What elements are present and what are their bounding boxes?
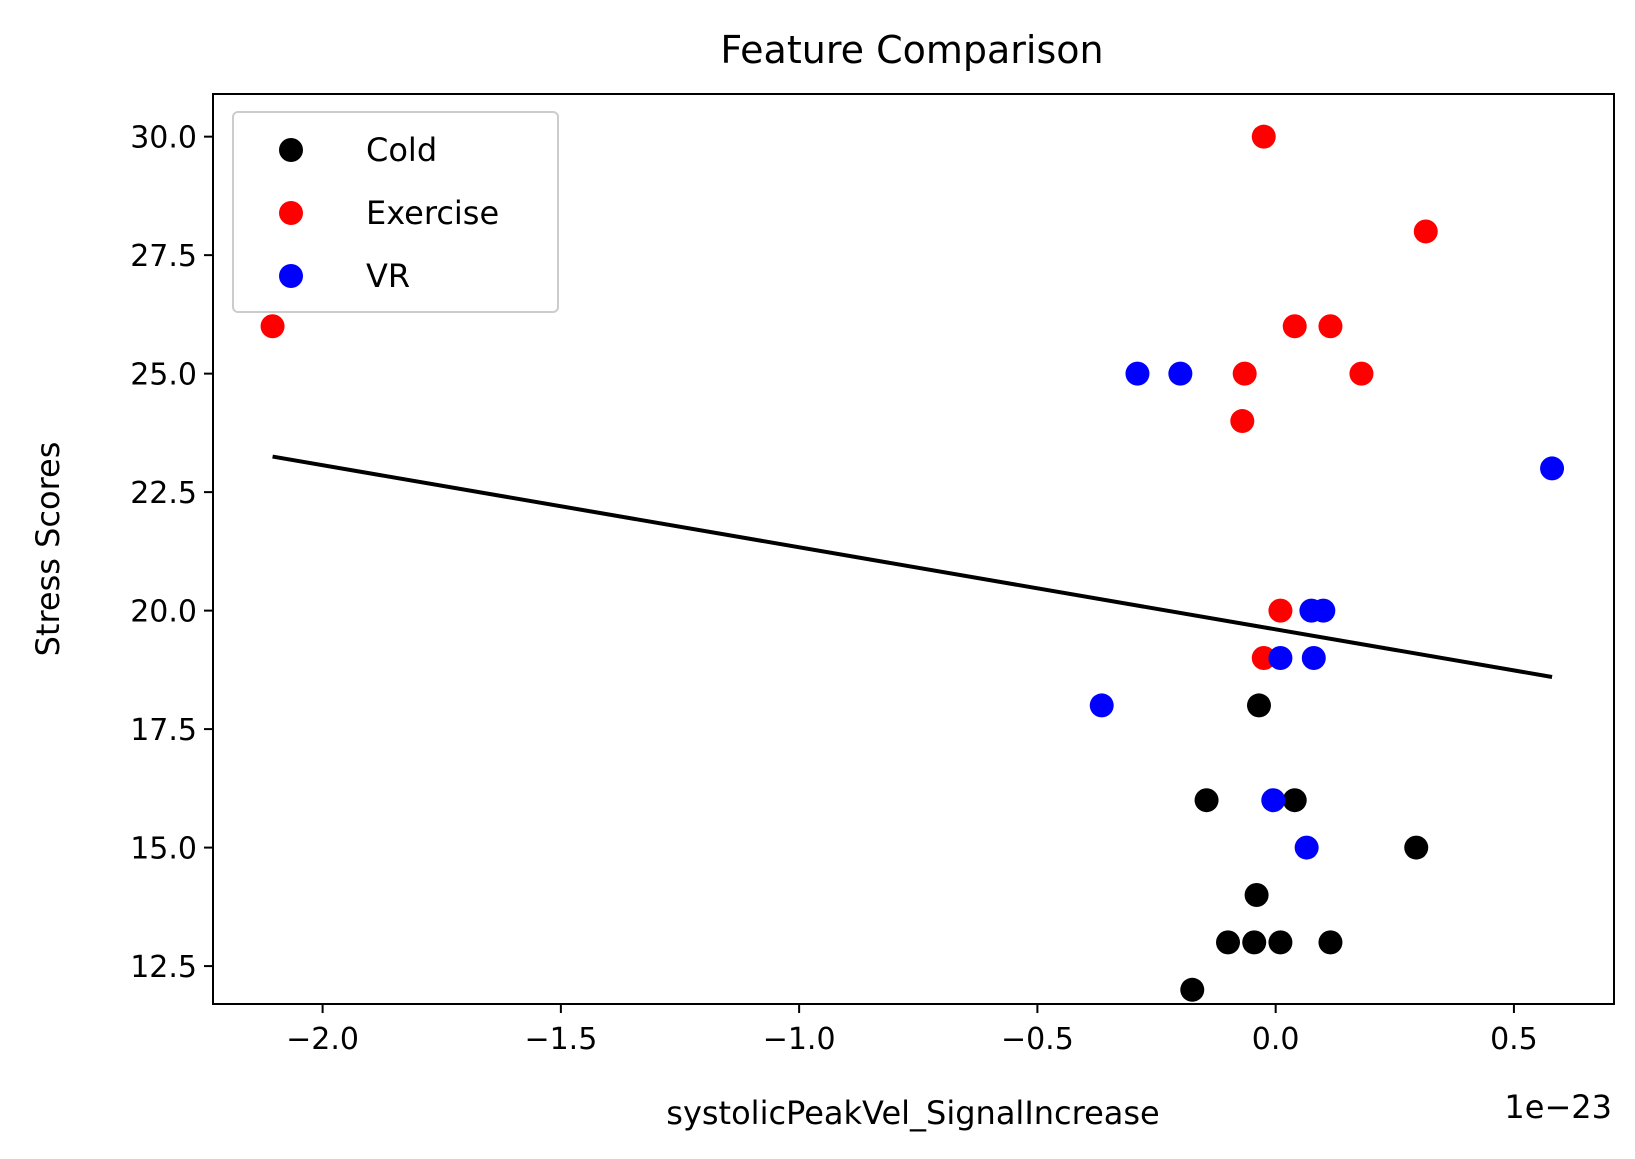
y-tick-label: 15.0 xyxy=(130,832,197,867)
legend: Cold Exercise VR xyxy=(232,111,559,313)
x-tick-label: −1.0 xyxy=(763,1022,836,1057)
x-tick-label: 0.0 xyxy=(1252,1022,1300,1057)
legend-box xyxy=(232,111,559,313)
vr-point xyxy=(1125,361,1150,386)
cold-point xyxy=(1282,788,1307,813)
legend-marker-exercise xyxy=(279,201,303,225)
x-tick-label: 0.5 xyxy=(1490,1022,1538,1057)
vr-point xyxy=(1268,646,1293,671)
cold-point xyxy=(1268,930,1293,955)
chart-title: Feature Comparison xyxy=(720,28,1103,72)
axis-ticks: −2.0 −1.5 −1.0 −0.5 0.0 0.5 12.5 15.0 17.5 20.0 22… xyxy=(130,121,1538,1057)
cold-point xyxy=(1318,930,1343,955)
axes-frame xyxy=(212,93,1615,1005)
exercise-point xyxy=(260,314,285,339)
y-tick-label: 20.0 xyxy=(130,595,197,630)
x-tick-label: −0.5 xyxy=(1001,1022,1074,1057)
vr-point xyxy=(1089,693,1114,718)
x-tick-label: −1.5 xyxy=(524,1022,597,1057)
y-axis-label: Stress Scores xyxy=(29,442,67,657)
exercise-point xyxy=(1230,409,1255,434)
cold-point xyxy=(1216,930,1241,955)
cold-point xyxy=(1404,835,1429,860)
cold-point xyxy=(1246,693,1271,718)
vr-point xyxy=(1294,835,1319,860)
exercise-point xyxy=(1268,598,1293,623)
exercise-point xyxy=(1232,361,1257,386)
legend-marker-vr xyxy=(279,264,303,288)
x-axis-label: systolicPeakVel_SignalIncrease xyxy=(666,1094,1159,1132)
y-tick-label: 17.5 xyxy=(130,713,197,748)
exercise-point xyxy=(1349,361,1374,386)
cold-point xyxy=(1242,930,1267,955)
exercise-point xyxy=(1413,219,1438,244)
series-exercise xyxy=(260,124,1438,671)
series-vr xyxy=(1089,361,1565,860)
legend-label-cold: Cold xyxy=(366,131,437,169)
cold-point xyxy=(1194,788,1219,813)
exercise-point xyxy=(1282,314,1307,339)
y-tick-label: 27.5 xyxy=(130,239,197,274)
vr-point xyxy=(1168,361,1193,386)
vr-point xyxy=(1301,646,1326,671)
y-tick-label: 25.0 xyxy=(130,358,197,393)
regression-line xyxy=(272,454,1553,679)
cold-point xyxy=(1180,977,1205,1002)
series-cold xyxy=(1180,693,1429,1002)
y-tick-label: 22.5 xyxy=(130,476,197,511)
plot-area xyxy=(260,124,1565,1002)
legend-label-exercise: Exercise xyxy=(366,194,499,232)
y-tick-label: 30.0 xyxy=(130,121,197,156)
exercise-point xyxy=(1251,646,1276,671)
vr-point xyxy=(1540,456,1565,481)
x-tick-label: −2.0 xyxy=(286,1022,359,1057)
y-tick-label: 12.5 xyxy=(130,950,197,985)
vr-point xyxy=(1311,598,1336,623)
vr-point xyxy=(1261,788,1286,813)
legend-label-vr: VR xyxy=(366,257,410,295)
exercise-point xyxy=(1251,124,1276,149)
x-axis-offset-label: 1e−23 xyxy=(1504,1088,1612,1126)
legend-marker-cold xyxy=(279,138,303,162)
exercise-point xyxy=(1318,314,1343,339)
cold-point xyxy=(1244,882,1269,907)
